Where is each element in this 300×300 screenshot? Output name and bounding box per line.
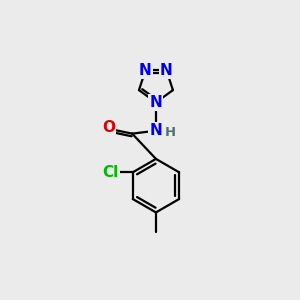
Text: H: H <box>165 126 176 139</box>
Text: N: N <box>160 63 173 78</box>
Text: O: O <box>102 120 115 135</box>
Text: N: N <box>150 123 162 138</box>
Text: N: N <box>139 63 152 78</box>
Text: N: N <box>150 95 162 110</box>
Text: Cl: Cl <box>102 165 119 180</box>
